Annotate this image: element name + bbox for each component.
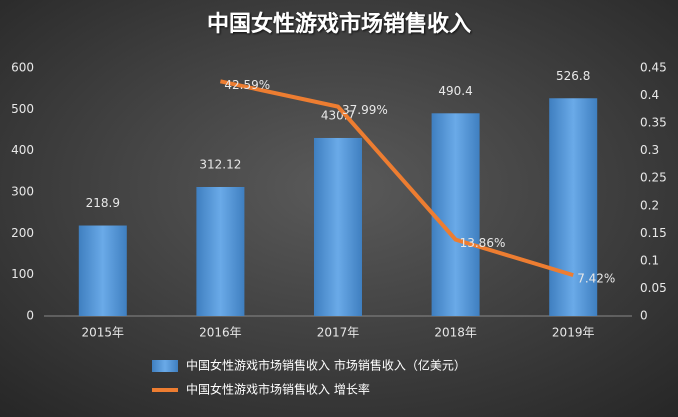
legend-label: 中国女性游戏市场销售收入 增长率 — [186, 382, 370, 397]
bar — [431, 113, 480, 316]
bar — [78, 225, 127, 316]
y2-tick-label: 0.05 — [640, 281, 667, 295]
y-tick-label: 600 — [11, 61, 34, 75]
y2-tick-label: 0.15 — [640, 226, 667, 240]
y2-tick-label: 0.35 — [640, 116, 667, 130]
bar — [314, 137, 362, 316]
y2-tick-label: 0 — [640, 309, 648, 323]
legend-swatch — [152, 360, 178, 372]
y2-tick-label: 0.1 — [640, 253, 659, 267]
bar-value-label: 312.12 — [199, 157, 241, 171]
x-tick-label: 2019年 — [552, 326, 595, 340]
line-value-label: 7.42% — [577, 272, 615, 286]
y2-tick-label: 0.45 — [640, 61, 667, 75]
y-tick-label: 500 — [11, 102, 34, 116]
y-tick-label: 200 — [11, 226, 34, 240]
bar-value-label: 218.9 — [86, 196, 120, 210]
chart-title: 中国女性游戏市场销售收入 — [207, 11, 471, 37]
line — [219, 79, 574, 278]
y-tick-label: 0 — [26, 309, 34, 323]
y2-tick-label: 0.25 — [640, 171, 667, 185]
y-tick-label: 300 — [11, 185, 34, 199]
bar-value-label: 490.4 — [438, 84, 472, 98]
line-value-label: 42.59% — [224, 78, 270, 92]
y-tick-label: 400 — [11, 143, 34, 157]
line-value-label: 37.99% — [342, 103, 388, 117]
x-tick-label: 2016年 — [199, 326, 242, 340]
x-tick-label: 2015年 — [82, 326, 125, 340]
legend-label: 中国女性游戏市场销售收入 市场销售收入（亿美元） — [186, 358, 466, 373]
line-value-label: 13.86% — [460, 236, 506, 250]
y2-tick-label: 0.4 — [640, 88, 659, 102]
y-tick-label: 100 — [11, 267, 34, 281]
bar — [549, 98, 598, 316]
x-tick-label: 2018年 — [434, 326, 477, 340]
x-tick-label: 2017年 — [317, 326, 360, 340]
bar — [196, 186, 245, 316]
bar-value-label: 526.8 — [556, 69, 590, 83]
y2-tick-label: 0.2 — [640, 198, 659, 212]
y2-tick-label: 0.3 — [640, 143, 659, 157]
